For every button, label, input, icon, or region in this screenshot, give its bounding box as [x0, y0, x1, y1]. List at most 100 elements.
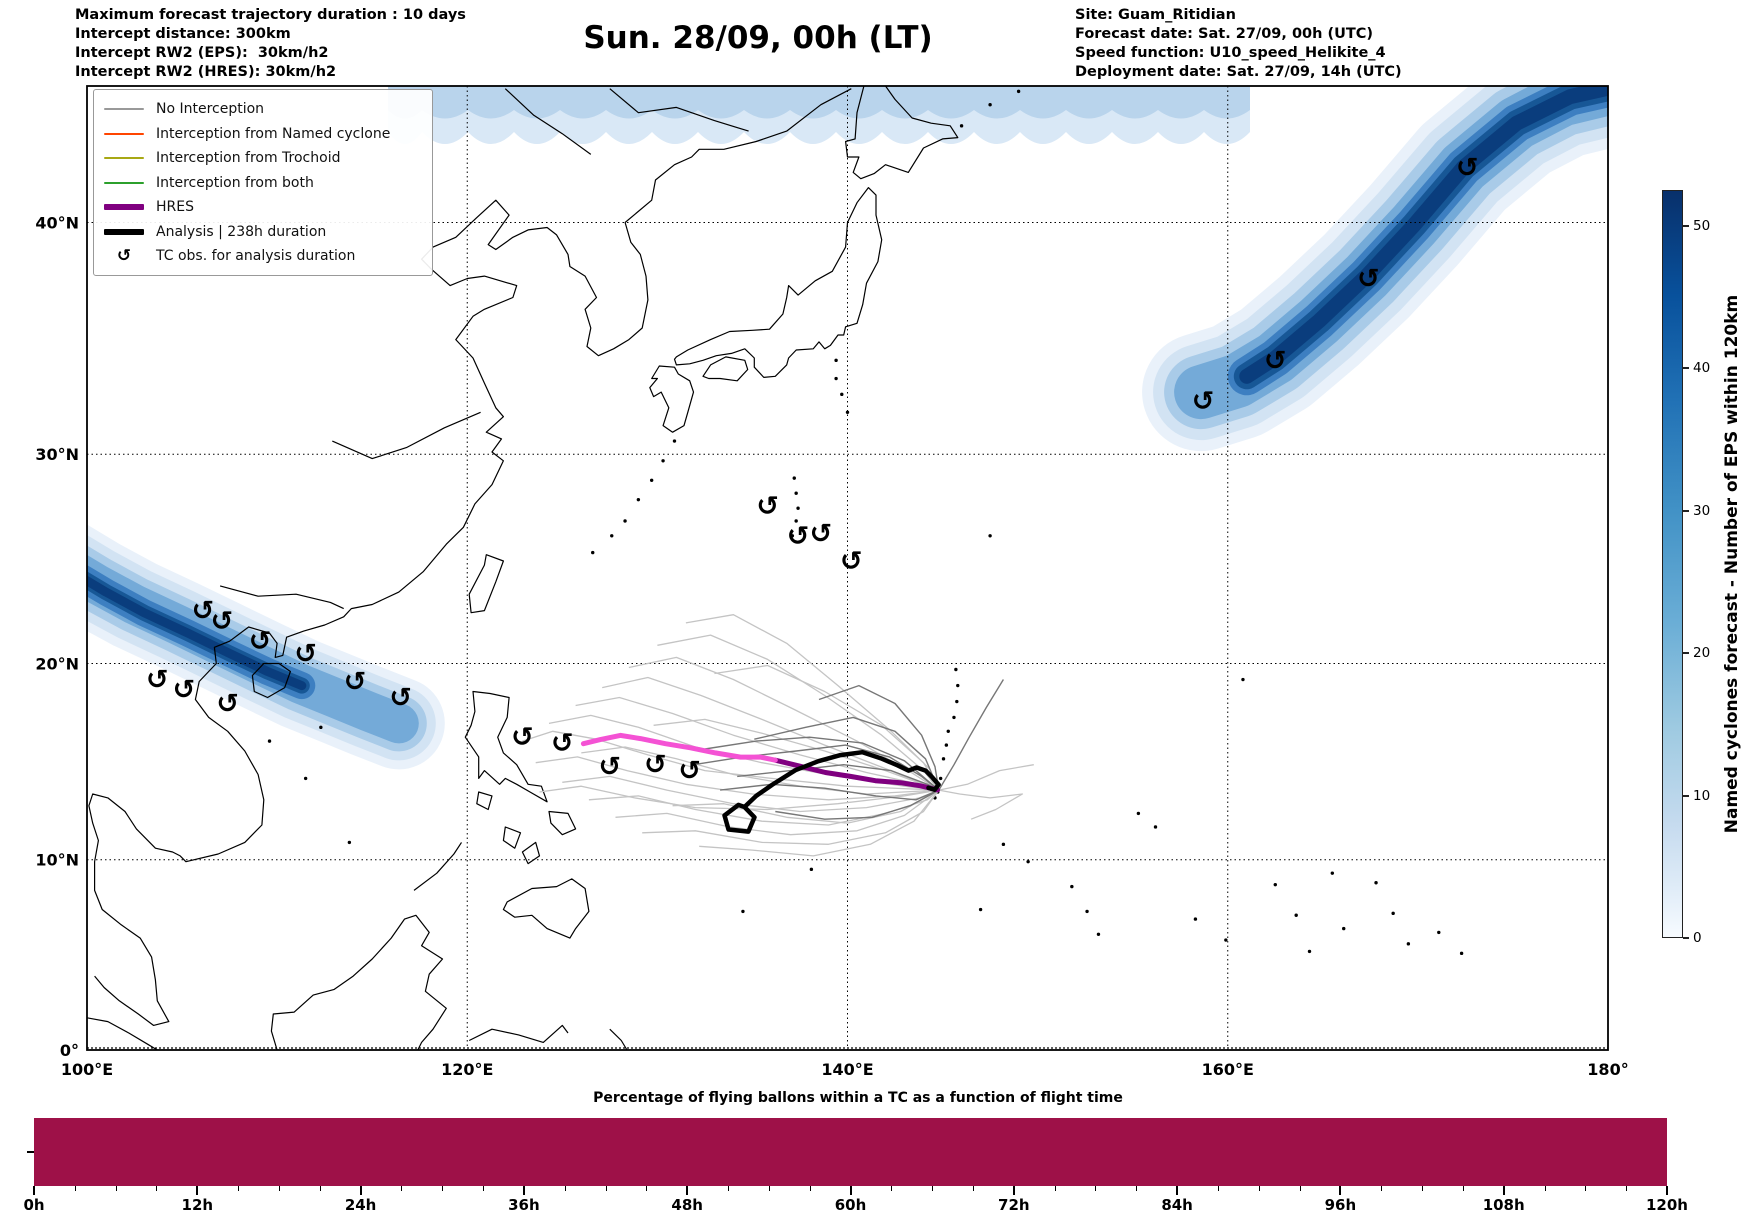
ensemble-track-no-interception	[714, 664, 940, 791]
island-dot	[649, 478, 654, 482]
colorbar-tick	[1683, 367, 1689, 370]
ensemble-track-dark	[818, 684, 940, 791]
bottom-axis-tick-label: 48h	[671, 1196, 703, 1213]
header-line: Forecast date: Sat. 27/09, 00h (UTC)	[1075, 26, 1374, 42]
bottom-axis-tick-label: 72h	[998, 1196, 1030, 1213]
bottom-axis-tick-label: 84h	[1161, 1196, 1193, 1213]
colorbar-tick	[1683, 937, 1689, 939]
bottom-axis-minor-tick	[1462, 1186, 1464, 1191]
legend-item: Interception from Trochoid	[102, 146, 424, 171]
tc-obs-symbol: ↺	[810, 519, 833, 550]
bottom-axis-minor-tick	[605, 1186, 607, 1191]
bottom-axis-tick-label: 12h	[181, 1196, 214, 1213]
bottom-axis-minor-tick	[972, 1186, 974, 1191]
bottom-axis-tick-label: 0h	[23, 1196, 45, 1213]
island-dot	[809, 867, 814, 872]
coastline	[332, 411, 481, 460]
bottom-axis-minor-tick	[1136, 1186, 1138, 1191]
colorbar-tick-label: 50	[1693, 217, 1711, 234]
header-line: Intercept distance: 300km	[75, 26, 291, 42]
island-dot	[1437, 930, 1441, 935]
lat-label-40: 40°N	[35, 214, 79, 233]
island-dot	[741, 909, 745, 914]
map-legend: No Interception Interception from Named c…	[93, 89, 433, 276]
bottom-axis-minor-tick	[238, 1186, 240, 1191]
island-dot	[1026, 859, 1030, 864]
bottom-axis-minor-tick	[156, 1186, 158, 1191]
map-frame	[86, 85, 1609, 1051]
figure-title: Sun. 28/09, 00h (LT)	[583, 20, 933, 56]
bottom-axis-minor-tick	[401, 1186, 403, 1191]
island-dot	[941, 757, 946, 761]
island-dot	[610, 534, 614, 538]
island-dot	[840, 392, 844, 397]
island-dot	[1193, 917, 1198, 921]
tc-obs-symbol: ↺	[551, 728, 574, 759]
coastline	[464, 690, 548, 803]
bottom-axis-minor-tick	[728, 1186, 730, 1191]
ensemble-track-dark	[720, 783, 940, 801]
ensemble-track-no-interception	[938, 789, 1024, 820]
coastline	[609, 88, 749, 132]
legend-line-sample	[102, 181, 146, 184]
coastline	[502, 826, 522, 849]
bottom-axis-tick	[1012, 1186, 1015, 1195]
legend-item: HRES	[102, 195, 424, 220]
island-dot	[988, 103, 992, 107]
island-dot	[845, 410, 850, 414]
colorbar-tick-label: 0	[1693, 930, 1702, 946]
island-dot	[792, 476, 796, 480]
legend-item: Analysis | 238h duration	[102, 220, 424, 245]
island-dot	[319, 725, 323, 730]
legend-item-label: HRES	[156, 199, 194, 216]
tc-obs-symbol: ↺	[644, 750, 667, 781]
island-dot	[347, 840, 352, 845]
colorbar-tick-label: 10	[1693, 787, 1711, 804]
tc-obs-symbol: ↺	[1357, 263, 1380, 294]
lon-label-140: 140°E	[821, 1060, 873, 1079]
island-dot	[988, 534, 992, 538]
lat-label-10: 10°N	[35, 851, 79, 870]
bottom-axis-tick-label: 24h	[344, 1196, 377, 1213]
bottom-axis-tick-label: 96h	[1324, 1196, 1357, 1213]
coastline	[468, 554, 504, 614]
tc-obs-symbol: ↺	[294, 638, 317, 669]
bottom-axis-minor-tick	[1585, 1186, 1587, 1191]
island-dot	[794, 491, 798, 495]
header-line: Deployment date: Sat. 27/09, 14h (UTC)	[1075, 64, 1402, 80]
island-dot	[790, 534, 795, 538]
named-cyclone-density-west-core	[87, 575, 307, 691]
legend-item-label: Interception from Named cyclone	[156, 125, 391, 142]
header-line: Speed function: U10_speed_Helikite_4	[1075, 45, 1386, 61]
legend-line-sample	[102, 157, 146, 160]
lon-label-180: 180°	[1587, 1060, 1628, 1079]
coastline	[468, 1024, 569, 1043]
header-line: Intercept RW2 (HRES): 30km/h2	[75, 64, 337, 80]
bottom-axis-tick	[849, 1186, 852, 1195]
bottom-axis-minor-tick	[1095, 1186, 1097, 1191]
ensemble-track-no-interception	[653, 718, 940, 791]
island-dot	[946, 729, 950, 733]
bottom-axis-tick-label: 120h	[1646, 1196, 1688, 1213]
island-dot	[1406, 942, 1411, 946]
bottom-axis-minor-tick	[115, 1186, 117, 1191]
coastline	[649, 365, 695, 433]
bottom-axis-minor-tick	[1217, 1186, 1219, 1191]
coastline	[504, 88, 592, 155]
legend-item: ↺ TC obs. for analysis duration	[102, 244, 424, 269]
tc-obs-symbol: ↺	[1192, 386, 1215, 417]
header-right-info: Site: Guam_Ritidian Forecast date: Sat. 2…	[1075, 6, 1402, 82]
island-dot	[591, 550, 595, 555]
island-dot	[1241, 677, 1245, 682]
bottom-axis-tick	[522, 1186, 525, 1195]
ensemble-track-no-interception	[938, 764, 1034, 791]
ensemble-track-no-interception	[628, 656, 940, 791]
island-dot	[1294, 913, 1298, 917]
coastline	[87, 1017, 158, 1050]
legend-item: Interception from Named cyclone	[102, 122, 424, 147]
colorbar-tick-label: 20	[1693, 645, 1711, 662]
colorbar-tick	[1683, 652, 1689, 655]
ensemble-track-no-interception	[615, 789, 940, 836]
island-dot	[1070, 884, 1074, 889]
